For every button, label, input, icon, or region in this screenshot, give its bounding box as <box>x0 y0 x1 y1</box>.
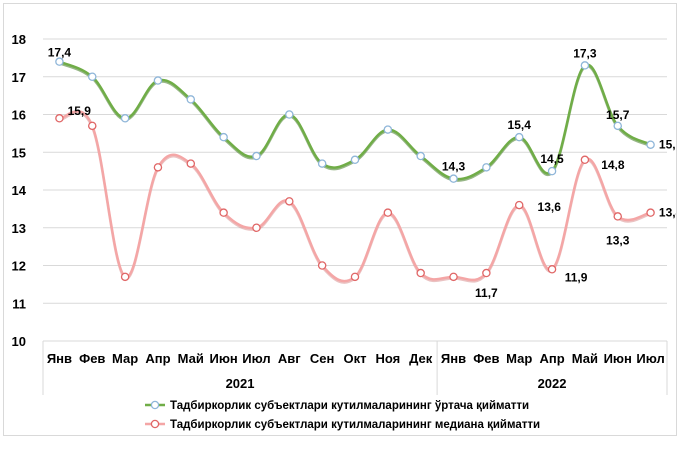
data-point <box>646 208 655 217</box>
data-point <box>88 121 97 131</box>
data-point <box>285 197 294 206</box>
data-point <box>55 114 64 123</box>
x-tick-label: Май <box>572 351 598 366</box>
data-label: 15,2 <box>659 138 676 152</box>
data-point <box>514 132 524 142</box>
data-point <box>317 261 327 270</box>
legend-entry-1: Тадбиркорлик субъектлари кутилмаларининг… <box>145 419 540 431</box>
data-label: 13,4 <box>659 206 676 220</box>
data-point <box>186 159 196 168</box>
x-tick-label: Май <box>178 351 204 366</box>
series-line <box>59 110 651 283</box>
data-point <box>153 163 163 172</box>
year-group-label: 2022 <box>538 376 567 391</box>
data-point <box>580 61 590 70</box>
legend: Тадбиркорлик субъектлари кутилмаларининг… <box>145 400 540 431</box>
y-tick-label: 14 <box>12 183 27 198</box>
y-tick-label: 15 <box>12 145 26 160</box>
data-point <box>120 272 130 282</box>
y-tick-label: 17 <box>12 70 26 85</box>
data-point <box>613 121 622 131</box>
legend-entry-0: Тадбиркорлик субъектлари кутилмаларининг… <box>145 400 529 412</box>
y-tick-label: 10 <box>12 334 26 349</box>
x-tick-label: Янв <box>441 351 466 366</box>
x-axis: Янв Фев Мар Апр Май Июн Июл Авг Сен Окт Ноя Дек Янв Ф… <box>42 341 668 395</box>
data-point <box>350 272 360 282</box>
y-tick-label: 16 <box>12 108 26 123</box>
x-tick-label: Дек <box>409 351 433 366</box>
data-point <box>547 166 557 176</box>
data-label: 17,3 <box>573 46 597 60</box>
data-label: 13,6 <box>538 200 562 214</box>
data-point <box>383 208 393 217</box>
legend-label: Тадбиркорлик субъектлари кутилмаларининг… <box>170 400 529 412</box>
data-point <box>449 174 458 183</box>
x-tick-label: Янв <box>47 351 72 366</box>
line-chart: 10 11 12 13 14 15 16 17 18 Янв Фев Мар Апр Май Июн Июл… <box>12 32 680 431</box>
data-point <box>449 272 458 282</box>
data-point <box>416 268 425 278</box>
data-point <box>252 151 261 161</box>
data-point <box>153 76 163 85</box>
data-label: 15,9 <box>68 104 92 118</box>
data-point <box>646 140 655 149</box>
data-point <box>613 212 622 221</box>
x-tick-label: Мар <box>112 351 138 366</box>
x-tick-label: Июн <box>209 351 237 366</box>
data-point <box>252 223 261 232</box>
data-point <box>416 151 425 161</box>
y-tick-label: 18 <box>12 32 26 47</box>
x-tick-label: Июн <box>604 351 632 366</box>
y-tick-label: 13 <box>12 221 26 236</box>
data-label: 15,4 <box>508 118 532 132</box>
data-label: 14,3 <box>442 160 466 174</box>
data-label: 14,8 <box>601 158 625 172</box>
data-point <box>285 110 294 119</box>
data-point <box>580 155 590 165</box>
data-label: 17,4 <box>48 46 72 60</box>
legend-swatch-marker <box>150 400 160 410</box>
data-point <box>482 268 491 278</box>
y-axis: 10 11 12 13 14 15 16 17 18 <box>12 32 27 349</box>
x-tick-label: Июл <box>636 351 664 366</box>
x-tick-label: Авг <box>278 351 301 366</box>
x-tick-label: Апр <box>539 351 564 366</box>
data-label: 15,7 <box>606 108 630 122</box>
data-point <box>317 159 327 168</box>
data-point <box>120 114 130 123</box>
x-tick-label: Окт <box>344 351 367 366</box>
data-label: 11,7 <box>475 286 498 300</box>
year-group-label: 2021 <box>226 376 255 391</box>
data-point <box>547 265 557 274</box>
x-tick-label: Фев <box>79 351 105 366</box>
series-0 <box>55 57 655 183</box>
data-point <box>482 163 491 172</box>
series-1 <box>55 110 655 284</box>
data-label: 11,9 <box>565 270 588 284</box>
y-tick-label: 12 <box>12 259 26 274</box>
x-tick-label: Июл <box>242 351 270 366</box>
data-point <box>514 200 524 210</box>
data-point <box>88 72 97 82</box>
data-label: 14,5 <box>540 152 564 166</box>
data-point <box>219 208 228 217</box>
grid-lines <box>43 38 667 342</box>
series-layer <box>55 57 655 284</box>
data-labels: 17,4 14,3 15,4 14,5 17,3 15,7 15,2 15,9 11,7 13,6… <box>48 46 680 300</box>
x-tick-label: Мар <box>506 351 532 366</box>
chart-frame: 10 11 12 13 14 15 16 17 18 Янв Фев Мар Апр Май Июн Июл… <box>3 3 680 436</box>
data-point <box>383 125 393 134</box>
legend-label: Тадбиркорлик субъектлари кутилмаларининг… <box>170 419 540 431</box>
data-point <box>350 155 360 165</box>
data-point <box>219 132 228 142</box>
x-tick-label: Фев <box>473 351 499 366</box>
x-tick-label: Сен <box>310 351 334 366</box>
y-tick-label: 11 <box>12 296 26 311</box>
legend-swatch-marker <box>150 419 160 429</box>
data-point <box>186 95 196 104</box>
x-tick-label: Ноя <box>375 351 400 366</box>
data-label: 13,3 <box>606 233 630 247</box>
data-point <box>55 57 64 66</box>
x-tick-label: Апр <box>145 351 170 366</box>
